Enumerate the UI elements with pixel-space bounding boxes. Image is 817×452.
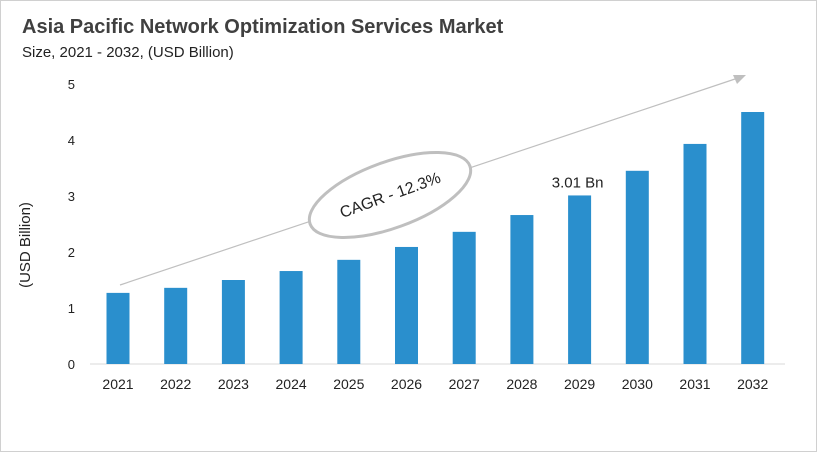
x-tick-label: 2026 bbox=[391, 376, 422, 392]
bar-2028 bbox=[510, 215, 534, 364]
chart-subtitle: Size, 2021 - 2032, (USD Billion) bbox=[22, 44, 234, 61]
bar-2029 bbox=[568, 195, 592, 364]
y-tick-label: 0 bbox=[68, 357, 75, 372]
bar-2023 bbox=[221, 280, 245, 364]
bar-2025 bbox=[337, 259, 361, 364]
x-tick-label: 2023 bbox=[218, 376, 249, 392]
x-tick-label: 2031 bbox=[679, 376, 710, 392]
x-tick-label: 2024 bbox=[276, 376, 307, 392]
trend-arrow-head-icon bbox=[733, 75, 746, 84]
bar-2030 bbox=[625, 170, 649, 364]
x-tick-label: 2027 bbox=[449, 376, 480, 392]
y-tick-label: 3 bbox=[68, 189, 75, 204]
y-axis-label: (USD Billion) bbox=[17, 202, 34, 288]
bar-2026 bbox=[395, 246, 418, 364]
x-tick-label: 2021 bbox=[102, 376, 133, 392]
bar-2027 bbox=[452, 231, 476, 364]
y-tick-label: 5 bbox=[68, 77, 75, 92]
bar-2024 bbox=[279, 271, 303, 364]
chart-title: Asia Pacific Network Optimization Servic… bbox=[22, 16, 504, 38]
x-tick-label: 2025 bbox=[333, 376, 364, 392]
bar-2032 bbox=[741, 112, 765, 364]
x-tick-label: 2028 bbox=[506, 376, 537, 392]
bar-2022 bbox=[164, 287, 188, 364]
bar-2031 bbox=[683, 143, 707, 364]
x-tick-label: 2029 bbox=[564, 376, 595, 392]
x-tick-label: 2030 bbox=[622, 376, 653, 392]
cagr-ellipse bbox=[307, 150, 473, 240]
x-tick-label: 2032 bbox=[737, 376, 768, 392]
y-tick-label: 4 bbox=[68, 133, 75, 148]
bar-2021 bbox=[106, 292, 130, 364]
y-tick-label: 1 bbox=[68, 301, 75, 316]
x-tick-label: 2022 bbox=[160, 376, 191, 392]
data-label-2029: 3.01 Bn bbox=[552, 174, 604, 191]
y-tick-label: 2 bbox=[68, 245, 75, 260]
